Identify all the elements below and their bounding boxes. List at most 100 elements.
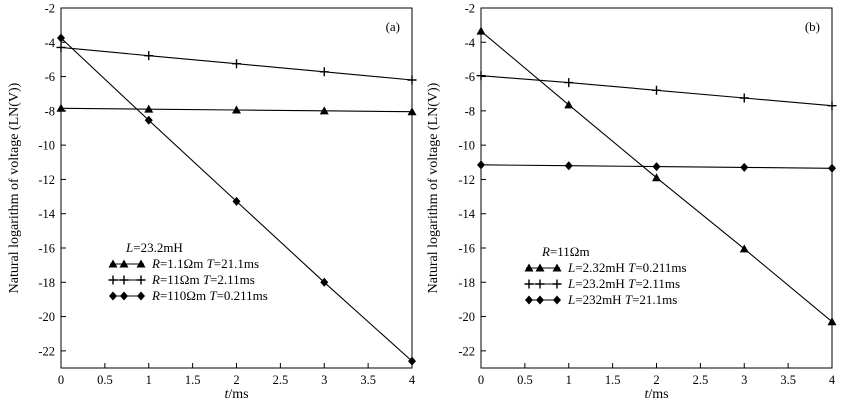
data-point (828, 163, 836, 173)
y-axis-label: Natural logarithm of voltage (LN(V)) (426, 82, 441, 293)
y-tick-label: -14 (458, 207, 475, 221)
data-point (739, 244, 749, 253)
y-tick-label: -22 (38, 344, 55, 358)
x-tick-label: 0.5 (97, 373, 113, 387)
x-tick-label: 1.5 (185, 373, 201, 387)
x-axis-label: t/ms (644, 387, 668, 402)
data-point (476, 71, 486, 81)
y-tick-label: -12 (458, 173, 475, 187)
x-tick-label: 0 (58, 373, 64, 387)
legend-marker (108, 259, 118, 268)
legend-marker (536, 295, 544, 305)
data-point (232, 105, 241, 114)
y-tick-label: -18 (38, 276, 55, 290)
y-tick-label: -8 (45, 104, 55, 118)
data-point (56, 103, 66, 112)
legend-header: R=11Ωm (541, 244, 590, 259)
data-point (564, 100, 574, 109)
y-tick-label: -2 (465, 2, 475, 16)
x-tick-label: 4 (829, 373, 836, 387)
x-tick-label: 3 (741, 373, 747, 387)
data-point (652, 85, 661, 95)
legend-entry: R=1.1Ωm T=21.1ms (151, 256, 259, 271)
legend-marker (553, 295, 561, 305)
legend-marker (524, 263, 534, 272)
legend-entry: L=232mH T=21.1ms (567, 292, 677, 307)
series-diamond (57, 33, 416, 366)
y-tick-label: -22 (458, 344, 475, 358)
x-tick-label: 4 (409, 373, 416, 387)
series-triangle (56, 103, 417, 116)
legend-entry: R=11Ωm T=2.11ms (151, 272, 255, 287)
legend-marker (535, 263, 545, 272)
data-point (564, 78, 574, 88)
legend-marker (552, 279, 562, 289)
data-point (652, 173, 661, 182)
chart-panel-a: 0 0.5 1 1.5 2 2.5 3 3.5 4 -2 -4 -6 -8 -10 -12 -14 -16 -18… (7, 2, 417, 402)
legend-entry: R=110Ωm T=0.211ms (151, 288, 268, 303)
data-point (319, 106, 329, 115)
y-tick-label: -12 (38, 173, 55, 187)
data-point (144, 115, 153, 125)
data-point (232, 196, 241, 206)
data-point (827, 101, 837, 111)
data-point (564, 161, 573, 171)
data-point (476, 26, 486, 35)
plot-frame (480, 7, 833, 369)
y-tick-label: -16 (38, 242, 55, 256)
legend-marker (119, 275, 129, 285)
x-tick-label: 2.5 (273, 373, 289, 387)
x-tick-label: 1 (566, 373, 572, 387)
data-point (144, 104, 154, 113)
y-tick-label: -20 (38, 310, 55, 324)
data-point (477, 160, 485, 170)
x-axis-label: t/ms (224, 387, 248, 402)
legend-marker (525, 295, 533, 305)
y-tick-label: -8 (465, 104, 475, 118)
series-plus (56, 42, 417, 85)
data-point (232, 59, 241, 69)
legend-marker (136, 275, 146, 285)
panel-label: (b) (805, 19, 820, 34)
legend-marker (109, 291, 117, 301)
x-tick-label: 2 (233, 373, 239, 387)
legend-marker (136, 259, 146, 268)
x-tick-label: 2.5 (693, 373, 709, 387)
y-axis-label: Natural logarithm of voltage (LN(V)) (7, 82, 22, 293)
legend-marker (108, 275, 118, 285)
legend-entry: L=23.2mH T=2.11ms (567, 276, 680, 291)
data-point (407, 75, 417, 85)
y-tick-label: -4 (465, 36, 476, 50)
x-tick-label: 3 (321, 373, 327, 387)
y-tick-label: -10 (38, 139, 55, 153)
panel-label: (a) (386, 19, 400, 34)
x-tick-label: 0 (478, 373, 484, 387)
x-tick-label: 0.5 (517, 373, 533, 387)
legend-marker (119, 259, 129, 268)
data-point (740, 162, 749, 172)
data-point (144, 51, 154, 61)
x-tick-label: 1 (146, 373, 152, 387)
y-tick-label: -2 (45, 2, 55, 16)
legend-marker (524, 279, 534, 289)
x-tick-label: 1.5 (605, 373, 621, 387)
y-tick-label: -6 (45, 70, 55, 84)
series-diamond (477, 160, 836, 173)
data-point (407, 107, 417, 116)
data-point (408, 356, 416, 366)
y-tick-label: -6 (465, 70, 475, 84)
chart-panel-b: 0 0.5 1 1.5 2 2.5 3 3.5 4 -2 -4 -6 -8 -10 -12 -14 -16 -18… (426, 2, 837, 402)
x-tick-label: 2 (653, 373, 659, 387)
legend-marker (137, 291, 145, 301)
legend-marker (120, 291, 128, 301)
legend-marker (535, 279, 545, 289)
data-point (57, 33, 65, 43)
y-tick-label: -10 (458, 139, 475, 153)
y-tick-label: -20 (458, 310, 475, 324)
data-point (827, 317, 837, 326)
legend-header: L=23.2mH (125, 240, 183, 255)
y-tick-label: -14 (38, 207, 55, 221)
